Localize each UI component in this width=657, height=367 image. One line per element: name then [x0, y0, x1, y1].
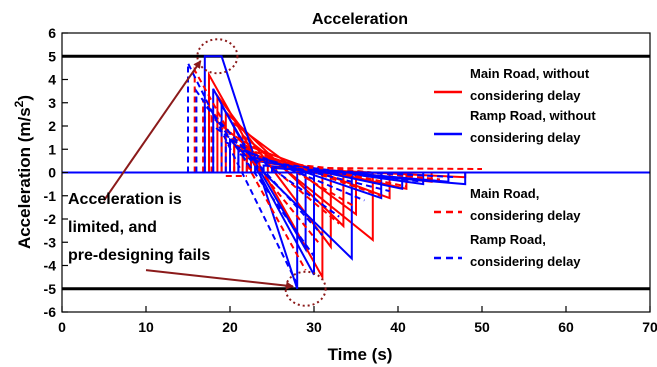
- annotation-text-1: limited, and: [68, 219, 157, 236]
- legend-label-2-1: considering delay: [470, 208, 581, 223]
- x-tick-label-0: 0: [58, 319, 66, 335]
- series-3-line-4: [224, 140, 365, 202]
- annotation-text-2: pre-designing fails: [68, 247, 210, 264]
- legend-item-0: Main Road, without considering delay: [434, 66, 590, 103]
- x-tick-label-3: 30: [306, 319, 322, 335]
- x-tick-label-4: 40: [390, 319, 406, 335]
- y-tick-label-8: 2: [48, 118, 56, 134]
- x-tick-label-7: 70: [642, 319, 657, 335]
- series-3-line-3: [212, 124, 340, 218]
- legend-label-0-0: Main Road, without: [470, 66, 590, 81]
- series-3-line-2: [203, 102, 324, 236]
- y-tick-label-5: -1: [44, 188, 57, 204]
- series-2-line-2: [210, 114, 340, 225]
- y-axis-label-end: ): [15, 95, 34, 101]
- annotation-arrow-1: [145, 269, 294, 290]
- legend-label-0-1: considering delay: [470, 88, 581, 103]
- y-tick-label-4: -2: [44, 211, 57, 227]
- legend-item-3: Ramp Road, considering delay: [434, 232, 581, 269]
- highlight-circle-0: [196, 38, 239, 75]
- axes-layer: 0 10 20 30 40 50 60 70 -6 -5 -4 -3 -2 -1 0 1 2 3 4 5 6: [44, 25, 657, 335]
- y-tick-label-0: -6: [44, 304, 57, 320]
- highlight-circle-1: [284, 270, 327, 307]
- legend-label-3-0: Ramp Road,: [470, 232, 546, 247]
- y-axis-label-main: Acceleration (m/s: [15, 107, 34, 249]
- series-3: [187, 62, 457, 285]
- y-tick-label-7: 1: [48, 141, 56, 157]
- annotation-arrow-0: [103, 60, 202, 201]
- y-tick-label-3: -3: [44, 234, 57, 250]
- series-3-line-0: [187, 62, 299, 285]
- y-tick-label-2: -4: [44, 258, 57, 274]
- legend-label-3-1: considering delay: [470, 254, 581, 269]
- legend-item-2: Main Road, considering delay: [434, 186, 581, 223]
- y-axis-label-sup: 2: [12, 100, 26, 107]
- x-tick-label-6: 60: [558, 319, 574, 335]
- legend-label-2-0: Main Road,: [470, 186, 539, 201]
- legend-label-1-0: Ramp Road, without: [470, 108, 596, 123]
- series-0-line-4: [241, 133, 374, 242]
- annotation-text-0: Acceleration is: [68, 191, 182, 208]
- y-tick-label-10: 4: [48, 72, 56, 88]
- y-tick-label-11: 5: [48, 48, 56, 64]
- series-2-line-4: [233, 143, 382, 197]
- series-3-line-6: [254, 159, 424, 183]
- series-3-line-5: [237, 152, 390, 193]
- y-tick-label-6: 0: [48, 165, 56, 181]
- annotation-layer: Acceleration is limited, and pre-designing…: [68, 38, 327, 307]
- y-tick-label-1: -5: [44, 281, 57, 297]
- y-tick-label-9: 3: [48, 95, 56, 111]
- legend-item-1: Ramp Road, without considering delay: [434, 108, 596, 145]
- series-3-line-1: [195, 87, 315, 257]
- chart-title: Acceleration: [312, 11, 408, 28]
- series-3-line-7: [271, 166, 457, 179]
- x-tick-label-2: 20: [222, 319, 238, 335]
- series-2-line-3: [220, 126, 357, 209]
- legend-label-1-1: considering delay: [470, 130, 581, 145]
- x-tick-label-5: 50: [474, 319, 490, 335]
- y-tick-label-12: 6: [48, 25, 56, 41]
- y-axis-label: Acceleration (m/s2): [12, 95, 34, 249]
- x-axis-label: Time (s): [328, 345, 393, 364]
- x-tick-label-1: 10: [138, 319, 154, 335]
